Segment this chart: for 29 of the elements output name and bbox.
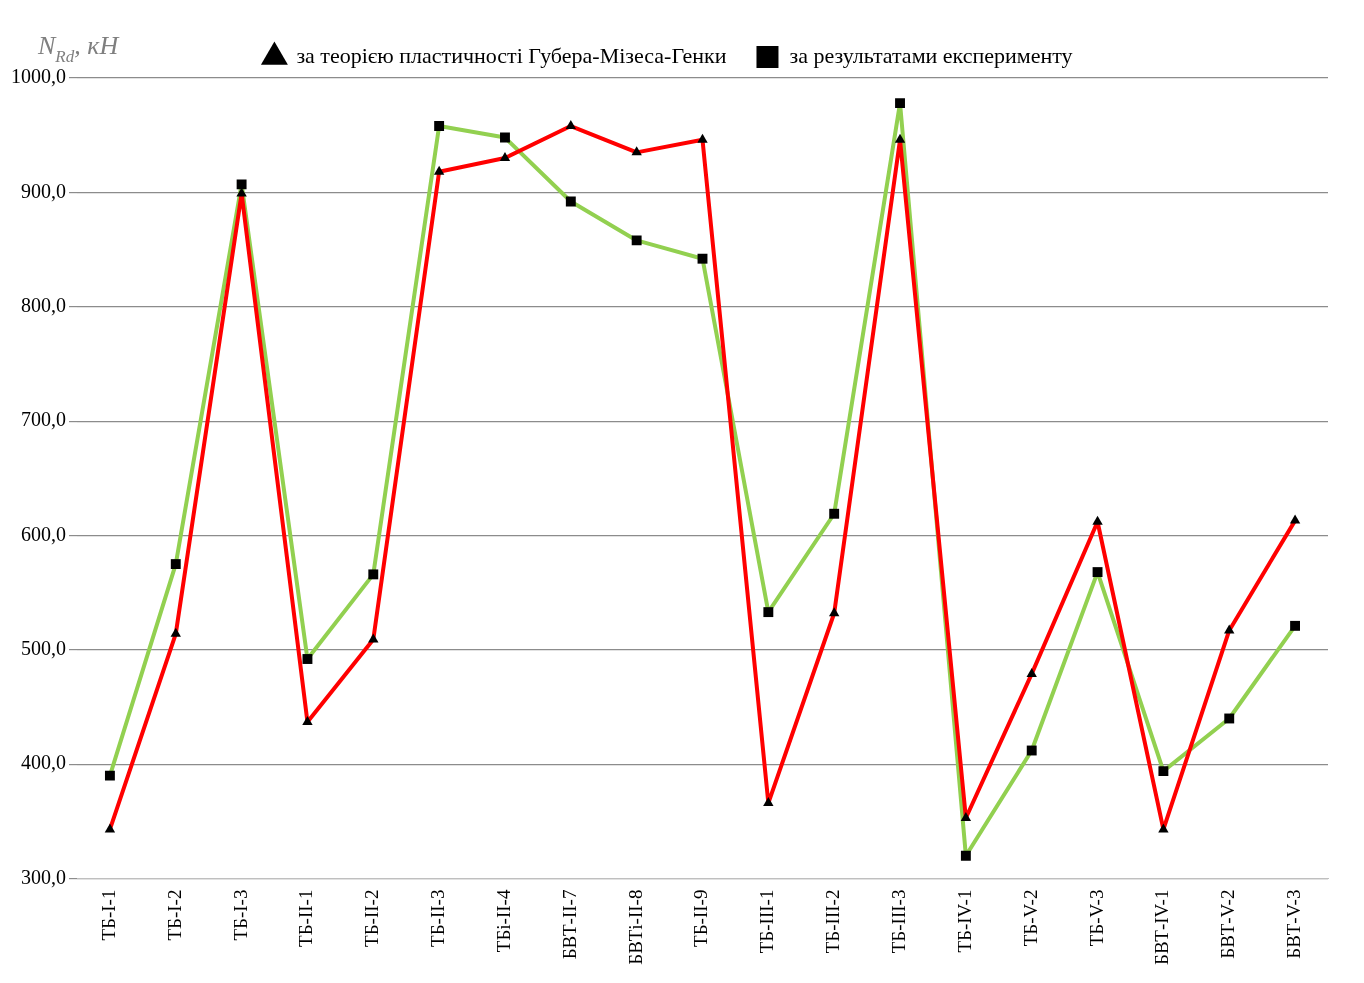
x-tick-label: БВТ-V-3 — [1283, 889, 1305, 959]
y-tick-label: 500,0 — [21, 637, 66, 660]
x-tick-label: БВТ-IV-1 — [1151, 889, 1173, 966]
y-tick-label: 1000,0 — [11, 65, 66, 88]
x-tick-label: ТБ-I-1 — [97, 889, 119, 941]
x-tick-label: ТБі-II-4 — [492, 889, 514, 953]
y-tick-label: 600,0 — [21, 522, 66, 545]
y-tick-label: 800,0 — [21, 293, 66, 316]
x-tick-label: ТБ-I-2 — [163, 889, 185, 941]
legend-label: за теорією пластичності Губера-Мізеса-Генки — [296, 42, 727, 68]
x-tick-label: БВТ-II-7 — [558, 889, 580, 960]
x-tick-label: ТБ-IV-1 — [953, 889, 975, 953]
legend-label: за результатами експерименту — [789, 42, 1073, 68]
x-tick-label: ТБ-V-2 — [1019, 889, 1041, 947]
y-tick-label: 400,0 — [21, 751, 66, 774]
x-tick-label: ТБ-III-3 — [888, 889, 910, 954]
y-tick-label: 700,0 — [21, 408, 66, 431]
x-tick-label: ТБ-II-1 — [295, 889, 317, 947]
x-tick-label: БВТ-V-2 — [1217, 889, 1239, 959]
y-tick-label: 300,0 — [21, 865, 66, 888]
x-tick-label: БВТі-II-8 — [624, 889, 646, 965]
x-tick-label: ТБ-II-9 — [690, 889, 712, 947]
x-tick-label: ТБ-I-3 — [229, 889, 251, 941]
x-tick-label: ТБ-III-2 — [822, 889, 844, 954]
y-tick-label: 900,0 — [21, 179, 66, 202]
x-tick-label: ТБ-V-3 — [1085, 889, 1107, 947]
x-tick-label: ТБ-II-3 — [427, 889, 449, 947]
x-tick-label: ТБ-III-1 — [756, 889, 778, 954]
x-tick-label: ТБ-II-2 — [361, 889, 383, 947]
